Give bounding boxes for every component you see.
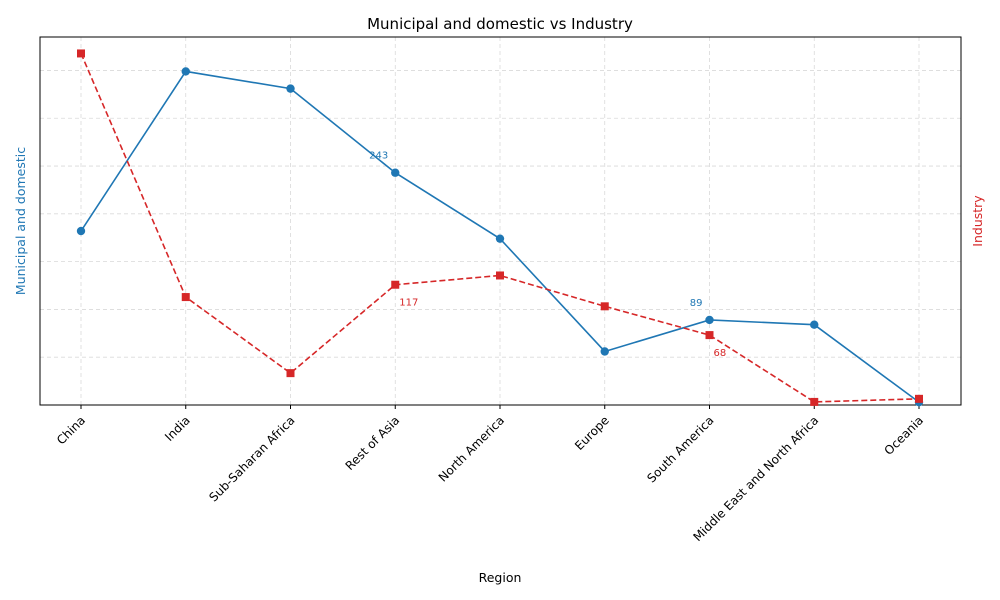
x-tick-label: Sub-Saharan Africa (206, 413, 297, 504)
data-point-industry (705, 331, 714, 340)
data-point-municipal-and-domestic (391, 168, 400, 177)
x-axis-ticks: China India Sub-Saharan Africa Rest of Asia… (54, 405, 926, 544)
data-point-municipal-and-domestic (705, 315, 714, 325)
plot-area-frame (39, 36, 962, 406)
data-point-industry (181, 293, 190, 302)
x-tick-label: Middle East and North Africa (690, 413, 821, 544)
data-label: 243 (369, 151, 388, 162)
data-point-industry (286, 369, 295, 378)
x-tick-label: India (162, 413, 193, 444)
left-axis-label: Municipal and domestic (13, 147, 28, 295)
data-point-industry (810, 397, 819, 406)
x-axis-label: Region (479, 570, 522, 585)
x-tick-label: South America (644, 413, 716, 485)
data-label: 117 (399, 298, 418, 309)
data-point-industry (391, 280, 400, 289)
right-axis-label: Industry (970, 195, 985, 247)
data-point-municipal-and-domestic (181, 67, 190, 76)
grid-lines (40, 37, 961, 405)
data-label: 68 (714, 348, 727, 359)
data-point-municipal-and-domestic (286, 84, 295, 93)
series-layer (76, 49, 924, 407)
x-tick-label: Oceania (882, 413, 927, 458)
data-point-municipal-and-domestic (810, 320, 819, 329)
x-tick-label: North America (436, 413, 507, 484)
annotations-layer: 243 117 89 68 (369, 151, 726, 359)
data-point-industry (600, 302, 609, 311)
chart-title: Municipal and domestic vs Industry (367, 15, 633, 33)
x-tick-label: Europe (572, 413, 612, 453)
data-point-industry (77, 49, 85, 58)
data-point-industry (915, 394, 923, 403)
x-tick-label: Rest of Asia (343, 413, 403, 473)
series-line-industry (80, 53, 920, 403)
data-label: 89 (690, 298, 703, 309)
data-point-municipal-and-domestic (495, 234, 505, 243)
data-point-industry (496, 271, 504, 280)
x-tick-label: China (54, 413, 88, 447)
data-point-municipal-and-domestic (600, 347, 609, 356)
data-point-municipal-and-domestic (76, 226, 86, 236)
